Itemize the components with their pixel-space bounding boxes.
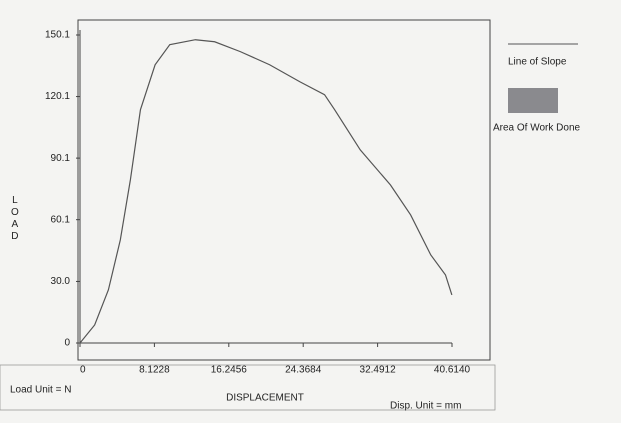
legend-label: Area Of Work Done bbox=[493, 123, 581, 134]
load-unit: Load Unit = N bbox=[10, 385, 71, 396]
x-tick-label: 0 bbox=[80, 365, 86, 376]
x-tick-label: 8.1228 bbox=[139, 365, 170, 376]
y-tick-label: 120.1 bbox=[45, 91, 70, 102]
x-tick-label: 32.4912 bbox=[360, 365, 397, 376]
plot-frame bbox=[77, 19, 491, 361]
x-tick-label: 40.6140 bbox=[434, 365, 471, 376]
y-tick-label: 30.0 bbox=[51, 276, 71, 287]
x-tick-label: 24.3684 bbox=[285, 365, 322, 376]
legend-label: Line of Slope bbox=[508, 57, 567, 68]
legend-swatch bbox=[508, 88, 558, 113]
y-axis-label: LOAD bbox=[9, 195, 20, 243]
y-tick-label: 150.1 bbox=[45, 30, 70, 41]
y-tick-label: 90.1 bbox=[51, 153, 71, 164]
disp-unit: Disp. Unit = mm bbox=[390, 401, 461, 412]
footer-frame bbox=[0, 364, 496, 411]
y-tick-label: 0 bbox=[64, 338, 70, 349]
x-axis-label: DISPLACEMENT bbox=[226, 393, 304, 404]
x-tick-label: 16.2456 bbox=[211, 365, 248, 376]
data-line bbox=[79, 39, 453, 344]
y-tick-label: 60.1 bbox=[51, 214, 71, 225]
